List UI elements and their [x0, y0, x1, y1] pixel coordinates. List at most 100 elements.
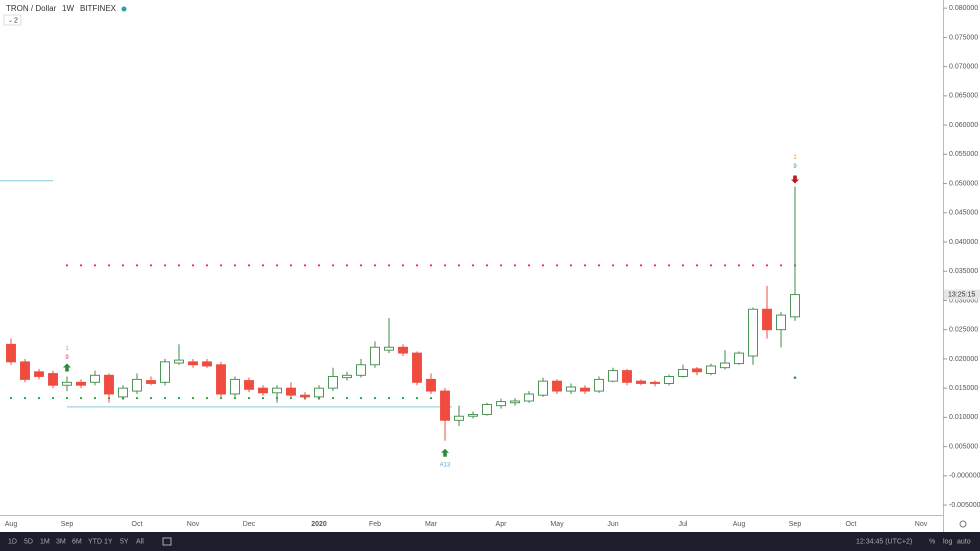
candle-body: [62, 381, 72, 386]
y-tick-label: 0.040000: [949, 239, 978, 246]
level-dot: [219, 396, 223, 400]
level-dot: [149, 264, 153, 267]
level-dot: [765, 264, 769, 267]
level-dot: [331, 264, 335, 267]
candle-body: [6, 343, 16, 363]
x-tick-label: May: [550, 521, 564, 528]
scale-option[interactable]: log: [943, 538, 952, 545]
signal-arrow: [440, 448, 449, 457]
level-dot: [387, 396, 391, 400]
candle-body: [34, 371, 44, 377]
level-dot: [359, 396, 363, 400]
level-dot: [555, 264, 559, 267]
range-button[interactable]: YTD: [88, 538, 102, 545]
candle-body: [496, 401, 506, 407]
candle-body: [90, 374, 100, 383]
level-dot: [177, 264, 181, 267]
level-dot: [429, 264, 433, 267]
x-tick-label: Apr: [496, 521, 508, 528]
status-dot: [121, 6, 127, 12]
level-dot: [303, 264, 307, 267]
signal-dot: [793, 376, 797, 379]
y-tick-label: 0.080000: [949, 5, 978, 12]
range-button[interactable]: 1M: [40, 538, 50, 545]
y-tick-label: -0.000000: [949, 473, 980, 480]
level-dot: [93, 396, 97, 400]
level-dot: [415, 396, 419, 400]
range-button[interactable]: 6M: [72, 538, 82, 545]
x-tick-label: Sep: [61, 521, 74, 528]
candle-body: [76, 381, 86, 386]
candle-body: [370, 346, 380, 366]
level-dot: [191, 264, 195, 267]
level-dot: [667, 264, 671, 267]
x-tick-label: 2020: [311, 521, 327, 528]
range-button[interactable]: 1Y: [104, 538, 113, 545]
candle-body: [664, 376, 674, 384]
signal-arrow: [791, 175, 799, 184]
level-dot: [583, 264, 587, 267]
level-dot: [23, 396, 27, 400]
level-dot: [723, 264, 727, 267]
level-dot: [639, 264, 643, 267]
level-dot: [611, 264, 615, 267]
signal-arrow: [63, 363, 71, 372]
candle-body: [132, 378, 142, 392]
y-tick-label: 0.005000: [949, 443, 978, 450]
range-button[interactable]: 3M: [56, 538, 66, 545]
level-dot: [275, 264, 279, 267]
x-tick-label: Jun: [607, 521, 618, 528]
candle-body: [440, 390, 450, 421]
candle-body: [146, 380, 156, 384]
candle-body: [748, 308, 758, 357]
level-dot: [359, 264, 363, 267]
level-dot: [261, 396, 265, 400]
candle-body: [552, 380, 562, 392]
range-button[interactable]: 5D: [24, 538, 33, 545]
candle-body: [398, 346, 408, 354]
interval[interactable]: 1W: [62, 4, 74, 13]
candle-body: [426, 378, 436, 392]
y-tick-label: 0.020000: [949, 356, 978, 363]
candle-body: [104, 374, 114, 395]
candle-body: [384, 346, 394, 351]
level-dot: [737, 264, 741, 267]
x-tick-label: Jul: [679, 521, 688, 528]
level-dot: [317, 264, 321, 267]
scale-option[interactable]: auto: [957, 538, 971, 545]
date-range-icon[interactable]: [162, 537, 172, 546]
level-dot: [205, 264, 209, 267]
level-dot: [653, 264, 657, 267]
range-button[interactable]: 5Y: [120, 538, 129, 545]
x-tick-label: Oct: [132, 521, 143, 528]
toolbar: [0, 532, 980, 551]
symbol: TRON / Dollar: [6, 4, 57, 13]
level-dot: [527, 264, 531, 267]
level-dot: [373, 264, 377, 267]
y-tick-label: 0.030000: [949, 297, 978, 304]
candle-body: [454, 415, 464, 421]
candle-body: [202, 361, 212, 367]
level-dot: [289, 264, 293, 267]
y-tick-label: 0.055000: [949, 151, 978, 158]
candle-body: [636, 380, 646, 384]
range-button[interactable]: 1D: [8, 538, 17, 545]
candle-body: [356, 364, 366, 376]
candle-body: [510, 400, 520, 404]
settings-icon[interactable]: [959, 520, 967, 528]
level-dot: [401, 264, 405, 267]
indicator-toggle[interactable]: [3, 14, 22, 26]
candle-body: [692, 368, 702, 373]
last-price-label: [944, 289, 980, 300]
candle-body: [118, 387, 128, 398]
level-dot: [625, 264, 629, 267]
level-dot: [247, 396, 251, 400]
candle-body: [538, 380, 548, 396]
level-dot: [233, 396, 237, 400]
scale-option[interactable]: %: [929, 538, 935, 545]
level-dot: [135, 396, 139, 400]
candle-body: [272, 387, 282, 394]
range-button[interactable]: All: [136, 538, 144, 545]
candle-body: [300, 394, 310, 398]
level-dot: [233, 264, 237, 267]
